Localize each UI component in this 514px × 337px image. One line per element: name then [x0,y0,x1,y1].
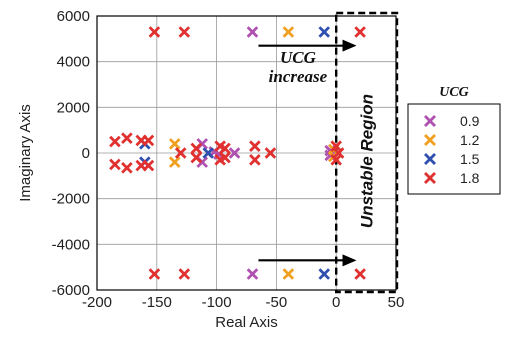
legend-item: 1.8 [424,170,480,186]
legend-label: 1.5 [460,151,480,167]
data-point [142,159,155,172]
arrow-head [342,254,357,267]
data-point [148,26,161,38]
data-point [318,268,331,280]
data-point [318,26,331,38]
y-tick-label: 0 [82,145,90,162]
data-point [424,153,436,165]
legend-box [407,103,501,195]
data-point [354,26,366,38]
data-point [219,151,231,164]
legend-label: 0.9 [460,113,480,129]
data-point [332,147,345,159]
data-point [178,26,191,38]
x-axis-label: Real Axis [215,314,278,331]
legend: UCG 0.9 1.2 1.5 1.8 [407,85,501,195]
data-point [168,156,181,168]
data-point [282,268,295,280]
data-point [190,151,203,164]
x-tick-label: -100 [202,294,232,311]
legend-title: UCG [439,85,469,100]
y-tick-label: 2000 [57,99,90,116]
data-point [174,147,187,159]
legend-item: 1.5 [424,151,480,167]
data-point [178,268,191,280]
data-point [109,158,121,171]
data-point [190,142,203,155]
arrow-label-increase: increase [269,67,328,86]
ucg-increase-arrows [258,39,357,267]
data-point [121,162,133,174]
data-point [424,115,436,127]
data-point [219,142,231,155]
legend-label: 1.2 [460,132,480,148]
y-tick-label: 4000 [57,54,90,71]
x-tick-label: -200 [82,294,112,311]
legend-items: 0.9 1.2 1.5 1.8 [424,113,480,186]
unstable-region-label: Unstable Region [358,94,377,228]
data-point [148,268,161,280]
data-point [249,154,261,166]
tick-labels: -200 -150 -100 -50 0 50 -6000 -4000 -2000 0 2000 40… [52,8,405,311]
data-point [249,140,261,152]
data-point [121,132,133,144]
data-point [424,172,436,184]
data-point [246,26,259,38]
data-point [282,26,295,38]
data-point [109,135,121,148]
y-tick-label: -4000 [52,236,90,253]
legend-item: 1.2 [424,132,480,148]
x-tick-label: -50 [266,294,288,311]
data-point [246,268,259,280]
data-point [424,134,436,146]
data-point [354,268,366,280]
data-point [202,147,215,159]
x-tick-label: 0 [332,294,340,311]
data-point [168,138,181,150]
data-point [142,134,155,147]
legend-label: 1.8 [460,170,480,186]
x-tick-label: -150 [142,294,172,311]
y-tick-label: -6000 [52,282,90,299]
x-tick-label: 50 [388,294,405,311]
data-points [109,26,366,280]
arrow-label-ucg: UCG [280,48,317,67]
data-point [228,147,241,159]
y-tick-label: -2000 [52,191,90,208]
legend-item: 0.9 [424,113,480,129]
arrow-head [342,39,357,52]
data-point [264,147,277,159]
y-axis-label: Imaginary Axis [17,104,34,202]
y-tick-label: 6000 [57,8,90,25]
grid [96,15,397,291]
